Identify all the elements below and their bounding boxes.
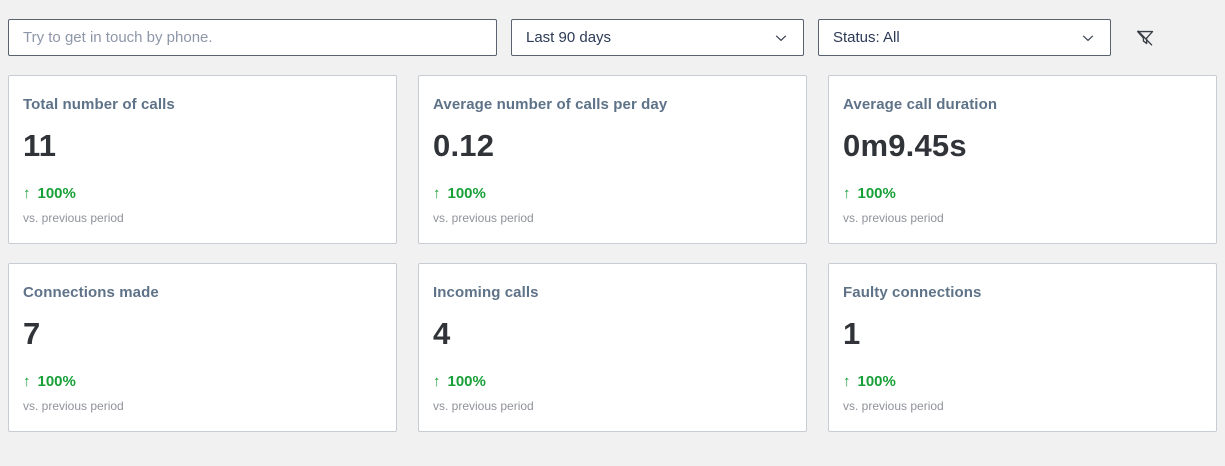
stat-card: Average number of calls per day 0.12 ↑ 1… (418, 75, 807, 244)
card-delta: ↑ 100% (843, 185, 1202, 202)
card-value: 0.12 (433, 128, 495, 163)
clear-filters-button[interactable] (1128, 19, 1162, 56)
card-change: 100% (37, 185, 76, 202)
search-input[interactable] (8, 19, 497, 56)
card-change: 100% (37, 373, 76, 390)
filter-off-icon (1136, 29, 1154, 46)
card-change: 100% (447, 185, 486, 202)
stat-card: Total number of calls 11 ↑ 100% vs. prev… (8, 75, 397, 244)
card-change: 100% (857, 373, 896, 390)
card-change: 100% (447, 373, 486, 390)
card-title: Connections made (23, 284, 159, 301)
card-delta: ↑ 100% (433, 185, 792, 202)
arrow-up-icon: ↑ (23, 373, 31, 390)
arrow-up-icon: ↑ (843, 373, 851, 390)
card-title: Faulty connections (843, 284, 982, 301)
card-note: vs. previous period (23, 399, 124, 413)
arrow-up-icon: ↑ (843, 185, 851, 202)
card-value: 0m9.45s (843, 128, 967, 163)
stat-card: Connections made 7 ↑ 100% vs. previous p… (8, 263, 397, 432)
card-title: Incoming calls (433, 284, 539, 301)
stats-grid: Total number of calls 11 ↑ 100% vs. prev… (8, 75, 1217, 432)
filters-toolbar: Last 90 days Status: All (8, 19, 1217, 56)
card-value: 11 (23, 128, 57, 163)
card-note: vs. previous period (23, 211, 124, 225)
status-dropdown[interactable]: Status: All (818, 19, 1111, 56)
stat-card: Faulty connections 1 ↑ 100% vs. previous… (828, 263, 1217, 432)
card-delta: ↑ 100% (23, 185, 382, 202)
card-delta: ↑ 100% (23, 373, 382, 390)
card-value: 7 (23, 316, 41, 351)
card-note: vs. previous period (843, 399, 944, 413)
stat-card: Incoming calls 4 ↑ 100% vs. previous per… (418, 263, 807, 432)
card-value: 1 (843, 316, 861, 351)
card-title: Average number of calls per day (433, 96, 668, 113)
arrow-up-icon: ↑ (433, 185, 441, 202)
stat-card: Average call duration 0m9.45s ↑ 100% vs.… (828, 75, 1217, 244)
card-delta: ↑ 100% (433, 373, 792, 390)
card-change: 100% (857, 185, 896, 202)
card-title: Total number of calls (23, 96, 175, 113)
card-note: vs. previous period (433, 399, 534, 413)
card-note: vs. previous period (843, 211, 944, 225)
card-title: Average call duration (843, 96, 998, 113)
chevron-down-icon (775, 34, 787, 41)
date-range-value: Last 90 days (526, 29, 612, 46)
status-value: Status: All (833, 29, 900, 46)
arrow-up-icon: ↑ (23, 185, 31, 202)
arrow-up-icon: ↑ (433, 373, 441, 390)
card-note: vs. previous period (433, 211, 534, 225)
chevron-down-icon (1082, 34, 1094, 41)
card-value: 4 (433, 316, 451, 351)
date-range-dropdown[interactable]: Last 90 days (511, 19, 804, 56)
card-delta: ↑ 100% (843, 373, 1202, 390)
